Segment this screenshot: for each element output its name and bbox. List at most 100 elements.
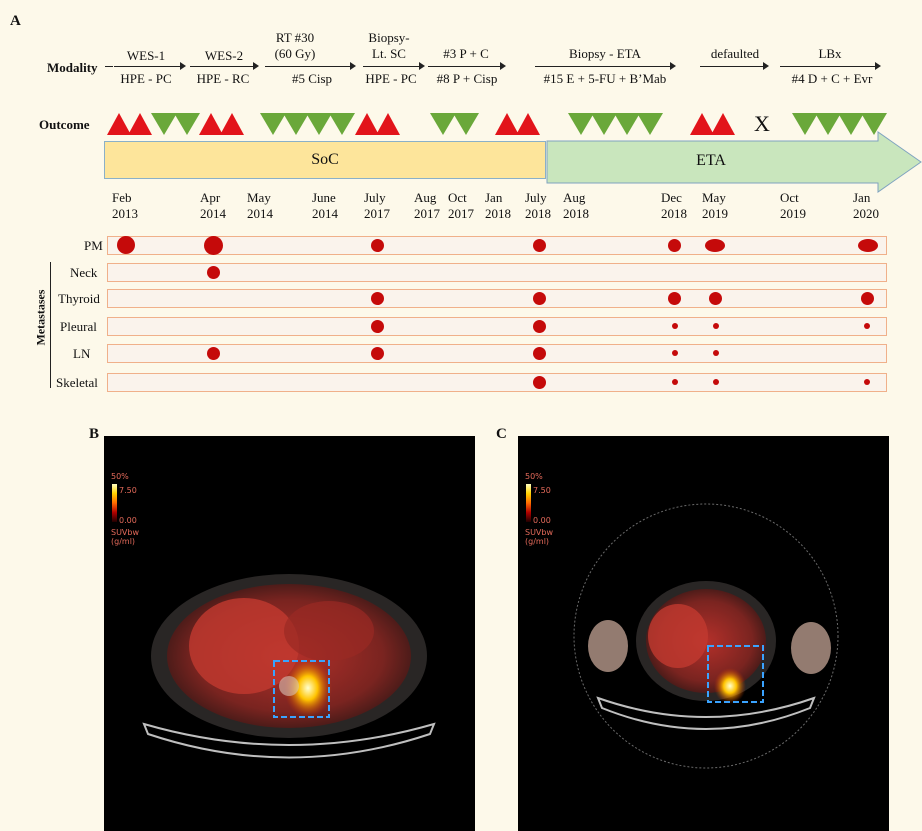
soc-phase-bar (104, 141, 546, 179)
progression-triangle-icon (516, 113, 540, 135)
panel-label-c: C (496, 426, 507, 442)
soc-phase-label: SoC (311, 151, 339, 168)
lesion-dot (533, 320, 546, 333)
lesion-dot (371, 320, 384, 333)
lesion-dot (713, 350, 719, 356)
modality-2-bottom: HPE - RC (196, 71, 250, 86)
lesion-dot (713, 379, 719, 385)
date-label: Oct (448, 190, 467, 205)
modality-8-arrow (780, 66, 875, 67)
modality-2-arrow (190, 66, 253, 67)
arrowhead-icon (670, 62, 676, 70)
lesion-dot (371, 292, 384, 305)
modality-4-top1: Biopsy- (368, 30, 410, 45)
response-triangle-icon (861, 113, 887, 135)
response-triangle-icon (306, 113, 332, 135)
site-row-pleural (107, 317, 887, 336)
modality-1-top: WES-1 (126, 48, 166, 63)
panel-label-b: B (89, 426, 100, 442)
lesion-dot (672, 379, 678, 385)
legend-pct: 50% (111, 472, 129, 481)
progression-triangle-icon (495, 113, 519, 135)
site-row-neck (107, 263, 887, 282)
site-row-thyroid (107, 289, 887, 308)
date-label: 2018 (661, 206, 687, 221)
progression-triangle-icon (355, 113, 379, 135)
response-triangle-icon (568, 113, 594, 135)
modality-3-bottom: #5 Cisp (291, 71, 333, 86)
progression-triangle-icon (711, 113, 735, 135)
date-label: 2017 (414, 206, 440, 221)
panel-label-a: A (10, 13, 21, 29)
modality-6-arrow (535, 66, 670, 67)
progression-triangle-icon (376, 113, 400, 135)
arrowhead-icon (500, 62, 506, 70)
legend-max: 7.50 (533, 486, 551, 495)
modality-5-arrow (428, 66, 500, 67)
response-triangle-icon (815, 113, 841, 135)
date-label: 2018 (525, 206, 551, 221)
legend-unit: SUVbw (525, 528, 554, 537)
date-label: Aug (414, 190, 437, 205)
lesion-dot (709, 292, 722, 305)
date-label: July (525, 190, 547, 205)
site-row-pm (107, 236, 887, 255)
date-label: June (312, 190, 336, 205)
modality-5-top: #3 P + C (443, 46, 489, 61)
defaulted-x-mark: X (754, 111, 770, 136)
progression-triangle-icon (199, 113, 223, 135)
site-label: PM (84, 238, 103, 253)
date-label: 2019 (780, 206, 806, 221)
lesion-dot (533, 292, 546, 305)
progression-triangle-icon (220, 113, 244, 135)
modality-6-top: Biopsy - ETA (569, 46, 641, 61)
legend-min: 0.00 (119, 516, 137, 525)
response-triangle-icon (453, 113, 479, 135)
pet-ct-scan-b: 50% 7.50 0.00 SUVbw (g/ml) (104, 436, 475, 831)
date-label: July (364, 190, 386, 205)
modality-1-bottom: HPE - PC (120, 71, 172, 86)
site-row-ln (107, 344, 887, 363)
lesion-dot (668, 239, 681, 252)
response-triangle-icon (329, 113, 355, 135)
modality-6-bottom: #15 E + 5-FU + B’Mab (543, 71, 667, 86)
response-triangle-icon (151, 113, 177, 135)
lesion-dot (858, 239, 878, 252)
arrowhead-icon (350, 62, 356, 70)
response-triangle-icon (614, 113, 640, 135)
modality-5-bottom: #8 P + Cisp (436, 71, 498, 86)
site-label: Thyroid (58, 291, 100, 306)
lesion-dot (672, 350, 678, 356)
metastases-bracket (50, 262, 51, 388)
response-triangle-icon (838, 113, 864, 135)
progression-triangle-icon (107, 113, 131, 135)
site-label: LN (73, 346, 91, 361)
suv-colorbar (526, 484, 531, 522)
date-label: May (247, 190, 271, 205)
arrowhead-icon (180, 62, 186, 70)
modality-8-bottom: #4 D + C + Evr (791, 71, 873, 86)
eta-phase-arrow (546, 131, 922, 193)
date-label: 2013 (112, 206, 138, 221)
lesion-dot (533, 347, 546, 360)
progression-triangle-icon (128, 113, 152, 135)
site-label: Skeletal (56, 375, 98, 390)
legend-unit-2: (g/ml) (111, 537, 136, 546)
modality-label: Modality (47, 60, 98, 75)
date-label: 2019 (702, 206, 728, 221)
lesion-dot (861, 292, 874, 305)
response-triangle-icon (430, 113, 456, 135)
metastases-label: Metastases (33, 289, 48, 346)
date-label: Jan (485, 190, 503, 205)
lesion-dot (371, 239, 384, 252)
outcome-label: Outcome (39, 117, 90, 132)
lesion-dot (705, 239, 725, 252)
date-label: 2014 (247, 206, 273, 221)
lesion-dot (668, 292, 681, 305)
date-label: Dec (661, 190, 682, 205)
lesion-dot (117, 236, 135, 254)
date-label: 2014 (200, 206, 226, 221)
progression-triangle-icon (690, 113, 714, 135)
suv-colorbar (112, 484, 117, 522)
arrowhead-icon (253, 62, 259, 70)
